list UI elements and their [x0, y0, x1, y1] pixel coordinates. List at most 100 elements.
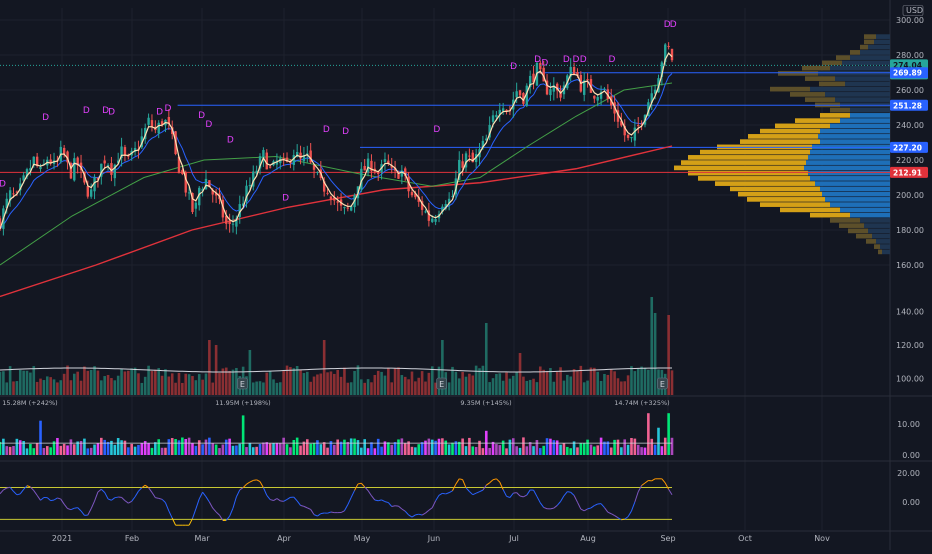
- earnings-letter: E: [660, 380, 665, 389]
- rel-volume-bar: [401, 438, 404, 455]
- rel-volume-bar: [171, 438, 174, 455]
- rel-volume-bar: [39, 421, 42, 455]
- volume-bar: [424, 382, 427, 395]
- volume-bar: [49, 377, 52, 395]
- volume-bar: [380, 372, 383, 395]
- oscillator-segment: [165, 503, 168, 511]
- candle-body: [431, 219, 433, 222]
- rel-volume-bar: [2, 439, 5, 455]
- month-label: May: [354, 534, 371, 543]
- oscillator-segment: [669, 489, 672, 495]
- rel-volume-bar: [70, 439, 73, 455]
- oscillator-segment: [101, 489, 104, 492]
- oscillator-segment: [392, 506, 395, 507]
- profile-up: [688, 171, 808, 176]
- oscillator-segment: [314, 515, 317, 516]
- volume-bar: [272, 379, 275, 395]
- oscillator-segment: [192, 509, 195, 519]
- volume-bar: [546, 371, 549, 395]
- profile-down: [860, 218, 890, 223]
- oscillator-segment: [615, 516, 618, 518]
- volume-bar: [208, 340, 211, 395]
- volume-bar: [525, 381, 528, 395]
- volume-bar: [482, 366, 485, 395]
- profile-up: [698, 176, 810, 181]
- oscillator-segment: [115, 497, 118, 498]
- rel-volume-bar: [107, 442, 110, 455]
- oscillator-segment: [510, 493, 513, 497]
- volume-bar: [103, 376, 106, 395]
- rel-volume-bar: [397, 439, 400, 455]
- price-tick: 300.00: [896, 16, 924, 25]
- rel-volume-bar: [225, 440, 228, 455]
- rel-volume-bar: [343, 440, 346, 455]
- oscillator-segment: [628, 511, 631, 517]
- oscillator-segment: [449, 491, 452, 493]
- oscillator-segment: [152, 492, 155, 497]
- rel-volume-bar: [141, 443, 144, 455]
- oscillator-segment: [544, 507, 547, 508]
- profile-down: [810, 150, 890, 155]
- profile-up: [780, 208, 840, 213]
- price-tag-value: 227.20: [893, 143, 922, 152]
- rel-volume-bar: [613, 440, 616, 455]
- oscillator-segment: [625, 517, 628, 520]
- oscillator-segment: [412, 515, 415, 517]
- candle-body: [188, 192, 190, 193]
- rel-volume-bar: [661, 446, 664, 455]
- month-label: Aug: [580, 534, 596, 543]
- dividend-marker: D: [573, 55, 580, 65]
- month-label: Apr: [277, 534, 292, 543]
- volume-bar: [569, 376, 572, 395]
- volume-bar: [157, 368, 160, 395]
- oscillator-segment: [436, 495, 439, 501]
- price-tick: 200.00: [896, 191, 924, 200]
- rel-volume-bar: [262, 443, 265, 455]
- oscillator-segment: [642, 483, 645, 485]
- rel-volume-bar: [498, 445, 501, 455]
- oscillator-segment: [159, 498, 162, 499]
- volume-bar: [667, 315, 670, 395]
- rel-volume-bar: [249, 443, 252, 455]
- volume-bar: [414, 381, 417, 395]
- candle-body: [347, 208, 349, 209]
- volume-bar: [120, 369, 123, 395]
- profile-up: [830, 218, 860, 223]
- dividend-marker: D: [563, 55, 570, 65]
- oscillator-segment: [270, 500, 273, 501]
- rel-volume-bar: [620, 447, 623, 455]
- volume-bar: [357, 365, 360, 395]
- volume-bar: [73, 374, 76, 395]
- candle-body: [343, 207, 345, 208]
- rel-volume-bar: [404, 443, 407, 455]
- rel-volume-bar: [114, 445, 117, 455]
- volume-bar: [515, 372, 518, 395]
- oscillator-segment: [328, 512, 331, 513]
- candle-body: [468, 156, 470, 157]
- oscillator-segment: [294, 497, 297, 501]
- rel-volume-bar: [559, 445, 562, 455]
- volume-bar: [417, 378, 420, 395]
- volume-bar: [617, 378, 620, 395]
- volume-bar: [144, 377, 147, 395]
- month-label: Jun: [427, 534, 441, 543]
- oscillator-segment: [257, 480, 260, 482]
- oscillator-segment: [459, 479, 462, 480]
- volume-bar: [76, 372, 79, 395]
- volume-bar: [198, 374, 201, 395]
- candle-body: [147, 118, 149, 125]
- volume-bar: [9, 366, 12, 395]
- rel-volume-bar: [296, 438, 299, 455]
- oscillator-segment: [321, 513, 324, 514]
- profile-down: [818, 134, 890, 139]
- volume-bar: [620, 381, 623, 395]
- rel-volume-bar: [637, 445, 640, 455]
- price-axis[interactable]: USD160.00180.00200.00220.00240.00260.002…: [896, 6, 924, 508]
- profile-up: [848, 229, 868, 234]
- rel-volume-bar: [539, 448, 542, 455]
- dividend-marker: D: [609, 55, 616, 65]
- oscillator-segment: [88, 509, 91, 515]
